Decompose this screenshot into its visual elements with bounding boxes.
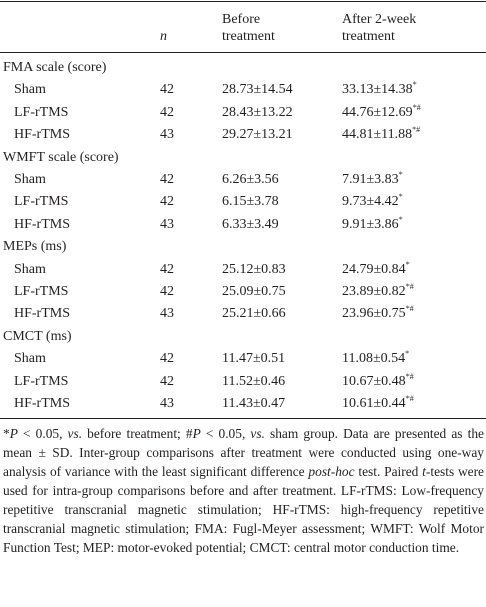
n-cell: 42 (160, 194, 174, 210)
n-cell: 42 (160, 104, 174, 120)
before-cell: 11.52±0.46 (222, 373, 286, 389)
section-title: FMA scale (score) (3, 60, 107, 75)
n-cell: 42 (160, 284, 174, 299)
significance-mark: *# (405, 371, 414, 381)
group-cell: LF-rTMS (14, 284, 69, 299)
significance-mark: * (398, 214, 403, 224)
after-value: 23.89±0.82 (342, 284, 406, 299)
group-cell: LF-rTMS (14, 194, 69, 210)
after-value: 11.08±0.54 (342, 351, 406, 367)
before-cell: 11.47±0.51 (222, 351, 286, 367)
before-cell: 11.43±0.47 (222, 396, 286, 411)
group-cell: HF-rTMS (14, 396, 71, 411)
footnote-text: vs. (67, 426, 83, 441)
significance-mark: *# (405, 282, 414, 291)
significance-mark: * (398, 170, 403, 179)
header-before: Before treatment (222, 12, 275, 44)
after-value: 24.79±0.84 (342, 261, 406, 277)
header-n: n (160, 29, 167, 44)
significance-mark: * (412, 80, 417, 90)
footnote-text: post-hoc (308, 464, 355, 479)
footnote-text: -tests were used for intra-group compari… (3, 464, 484, 555)
before-cell: 6.26±3.56 (222, 172, 279, 187)
after-value: 10.67±0.48 (342, 373, 406, 389)
footnote-text: sham group. Data are presented as the me… (3, 426, 484, 479)
group-cell: LF-rTMS (14, 104, 69, 120)
before-cell: 6.15±3.78 (222, 194, 279, 210)
after-cell: 9.91±3.86* (342, 214, 403, 234)
after-cell: 44.81±11.88*# (342, 126, 420, 144)
after-cell: 23.89±0.82*# (342, 283, 414, 301)
n-cell: 42 (160, 172, 174, 187)
top-rule (0, 1, 486, 2)
group-cell: Sham (14, 172, 46, 187)
footnote-text: < 0.05, (200, 426, 251, 441)
footnote-text: test. Paired (354, 464, 423, 479)
footnote-text: t (422, 464, 426, 479)
after-cell: 9.73±4.42* (342, 193, 403, 211)
group-cell: HF-rTMS (14, 127, 71, 143)
group-cell: Sham (14, 82, 46, 98)
footnote-text: P (192, 426, 201, 441)
before-cell: 28.73±14.54 (222, 82, 293, 98)
after-cell: 7.91±3.83* (342, 171, 403, 189)
n-cell: 42 (160, 351, 174, 367)
section-title: MEPs (ms) (3, 239, 67, 255)
header-rule (0, 52, 486, 53)
after-value: 7.91±3.83 (342, 172, 399, 187)
group-cell: HF-rTMS (14, 216, 71, 232)
significance-mark: * (405, 259, 410, 269)
n-cell: 43 (160, 216, 174, 232)
n-cell: 43 (160, 396, 174, 411)
after-value: 44.76±12.69 (342, 104, 413, 120)
section-title: CMCT (ms) (3, 328, 72, 344)
significance-mark: * (405, 349, 410, 359)
footnote-text: * (3, 426, 10, 441)
after-cell: 11.08±0.54* (342, 350, 409, 368)
after-value: 33.13±14.38 (342, 82, 413, 98)
significance-mark: *# (412, 125, 421, 135)
group-cell: Sham (14, 261, 46, 277)
n-cell: 43 (160, 127, 174, 143)
after-value: 10.61±0.44 (342, 396, 406, 411)
after-value: 9.73±4.42 (342, 194, 399, 210)
before-cell: 29.27±13.21 (222, 127, 293, 143)
header-after: After 2-week treatment (342, 12, 417, 44)
footnote-text: < 0.05, (17, 426, 68, 441)
significance-mark: *# (405, 394, 414, 403)
before-cell: 6.33±3.49 (222, 216, 279, 232)
footnote-text: before treatment; # (82, 426, 193, 441)
bottom-rule (0, 418, 486, 419)
footnote: *P < 0.05, vs. before treatment; #P < 0.… (3, 424, 484, 557)
after-cell: 24.79±0.84* (342, 259, 410, 279)
footnote-text: P (9, 426, 18, 441)
before-cell: 25.12±0.83 (222, 261, 286, 277)
group-cell: HF-rTMS (14, 306, 71, 322)
significance-mark: *# (412, 102, 421, 112)
n-cell: 42 (160, 373, 174, 389)
before-cell: 28.43±13.22 (222, 104, 293, 120)
n-cell: 43 (160, 306, 174, 322)
footnote-text: vs. (250, 426, 265, 441)
section-title: WMFT scale (score) (3, 149, 119, 165)
after-cell: 10.61±0.44*# (342, 395, 414, 413)
after-cell: 33.13±14.38* (342, 81, 417, 99)
group-cell: Sham (14, 351, 46, 367)
after-value: 9.91±3.86 (342, 216, 399, 232)
group-cell: LF-rTMS (14, 373, 69, 389)
after-value: 23.96±0.75 (342, 306, 406, 322)
significance-mark: * (398, 192, 403, 202)
n-cell: 42 (160, 261, 174, 277)
before-cell: 25.09±0.75 (222, 284, 286, 299)
n-cell: 42 (160, 82, 174, 98)
before-cell: 25.21±0.66 (222, 306, 286, 322)
significance-mark: *# (405, 304, 414, 314)
after-cell: 10.67±0.48*# (342, 371, 414, 391)
after-value: 44.81±11.88 (342, 127, 413, 143)
after-cell: 44.76±12.69*# (342, 102, 421, 122)
after-cell: 23.96±0.75*# (342, 305, 414, 323)
